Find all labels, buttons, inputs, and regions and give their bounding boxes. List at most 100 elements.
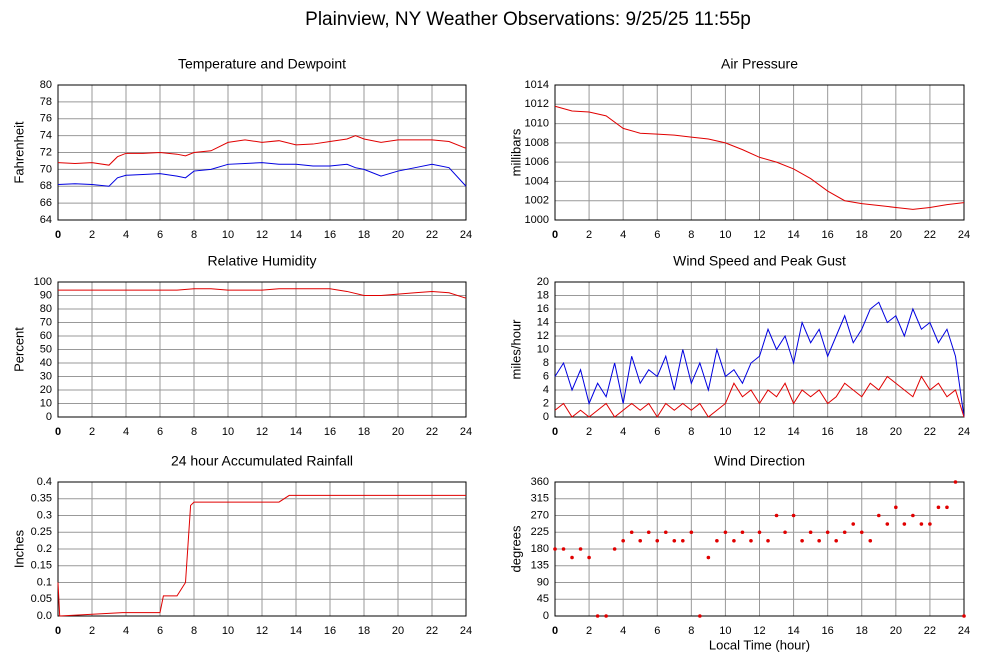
x-tick-label: 4 [620, 625, 626, 637]
y-tick-label: 1010 [525, 117, 549, 129]
plot-frame [57, 481, 467, 617]
x-tick-label: 20 [890, 426, 902, 438]
x-tick-label: 20 [392, 625, 404, 637]
data-line [554, 301, 965, 418]
x-tick-label: 22 [924, 229, 936, 241]
x-tick-label: 0 [552, 426, 558, 438]
data-point [945, 505, 949, 510]
y-tick-label: 90 [40, 289, 52, 301]
y-tick-label: 66 [40, 197, 52, 209]
data-point [757, 530, 762, 535]
x-tick-label: 6 [157, 625, 163, 637]
data-point [663, 530, 668, 535]
y-tick-label: 10 [537, 343, 549, 355]
x-tick-label: 12 [256, 229, 268, 241]
x-tick-label: 6 [654, 229, 660, 241]
data-point [817, 539, 821, 543]
y-tick-label: 0.1 [37, 576, 52, 588]
data-point [928, 522, 932, 526]
x-tick-label: 4 [620, 229, 626, 241]
data-line [554, 375, 965, 418]
data-point [612, 547, 617, 551]
x-tick-label: 4 [123, 426, 129, 438]
data-line [554, 105, 965, 210]
x-tick-label: 10 [222, 625, 234, 637]
x-tick-label: 2 [89, 426, 95, 438]
x-tick-label: 18 [856, 229, 868, 241]
data-point [808, 530, 813, 535]
y-tick-label: 30 [40, 370, 52, 382]
x-tick-label: 8 [191, 426, 197, 438]
y-tick-label: 12 [537, 330, 549, 342]
data-point [859, 530, 864, 535]
x-tick-label: 2 [89, 229, 95, 241]
x-tick-label: 16 [822, 426, 834, 438]
y-tick-label: 0 [543, 610, 549, 622]
plot-frame [57, 84, 467, 221]
data-line [57, 135, 467, 166]
x-tick-label: 0 [55, 426, 61, 438]
data-point [842, 530, 847, 535]
x-tick-label: 6 [654, 426, 660, 438]
x-tick-label: 10 [719, 426, 731, 438]
x-tick-label: 0 [552, 625, 558, 637]
y-tick-label: 100 [34, 276, 52, 288]
y-axis-label: millibars [508, 128, 523, 176]
y-axis-label: degrees [508, 525, 523, 572]
data-point [604, 614, 608, 618]
panel-title: Relative Humidity [208, 253, 317, 269]
data-point [629, 530, 634, 535]
plot-frame [554, 281, 965, 418]
x-tick-label: 8 [191, 625, 197, 637]
y-tick-label: 135 [531, 560, 549, 572]
y-tick-label: 0 [543, 411, 549, 423]
x-tick-label: 22 [924, 426, 936, 438]
x-tick-label: 14 [787, 229, 799, 241]
x-tick-label: 2 [89, 625, 95, 637]
y-tick-label: 45 [537, 593, 549, 605]
x-tick-label: 10 [719, 625, 731, 637]
data-point [936, 505, 941, 510]
y-tick-label: 50 [40, 343, 52, 355]
x-tick-label: 6 [654, 625, 660, 637]
data-point [732, 539, 736, 543]
x-tick-label: 22 [426, 625, 438, 637]
x-tick-label: 6 [157, 426, 163, 438]
data-point [894, 505, 898, 510]
y-tick-label: 60 [40, 330, 52, 342]
data-point [570, 555, 574, 560]
x-tick-label: 20 [890, 625, 902, 637]
x-tick-label: 18 [856, 625, 868, 637]
x-tick-label: 24 [460, 229, 472, 241]
x-tick-label: 2 [586, 229, 592, 241]
x-tick-label: 24 [958, 625, 970, 637]
data-point [621, 539, 625, 543]
x-tick-label: 20 [392, 229, 404, 241]
data-point [783, 530, 787, 535]
plot-frame [554, 84, 965, 221]
x-tick-label: 8 [688, 229, 694, 241]
x-tick-label: 12 [256, 426, 268, 438]
y-tick-label: 0.4 [37, 476, 52, 488]
data-point [834, 539, 838, 543]
main-title: Plainview, NY Weather Observations: 9/25… [305, 9, 751, 30]
y-tick-label: 4 [543, 384, 549, 396]
data-point [962, 614, 966, 618]
data-point [740, 530, 745, 535]
data-point [638, 539, 643, 543]
x-tick-label: 12 [753, 625, 765, 637]
x-tick-label: 20 [392, 426, 404, 438]
x-tick-label: 0 [55, 625, 61, 637]
x-tick-label: 10 [719, 229, 731, 241]
data-point [791, 513, 796, 518]
y-tick-label: 2 [543, 397, 549, 409]
y-tick-label: 70 [40, 163, 52, 175]
y-tick-label: 1004 [525, 175, 549, 187]
data-point [825, 530, 830, 535]
y-tick-label: 270 [531, 509, 549, 521]
x-tick-label: 14 [290, 426, 302, 438]
y-tick-label: 76 [40, 113, 52, 125]
y-axis-label: Inches [11, 529, 26, 568]
y-tick-label: 16 [537, 303, 549, 315]
y-tick-label: 70 [40, 316, 52, 328]
